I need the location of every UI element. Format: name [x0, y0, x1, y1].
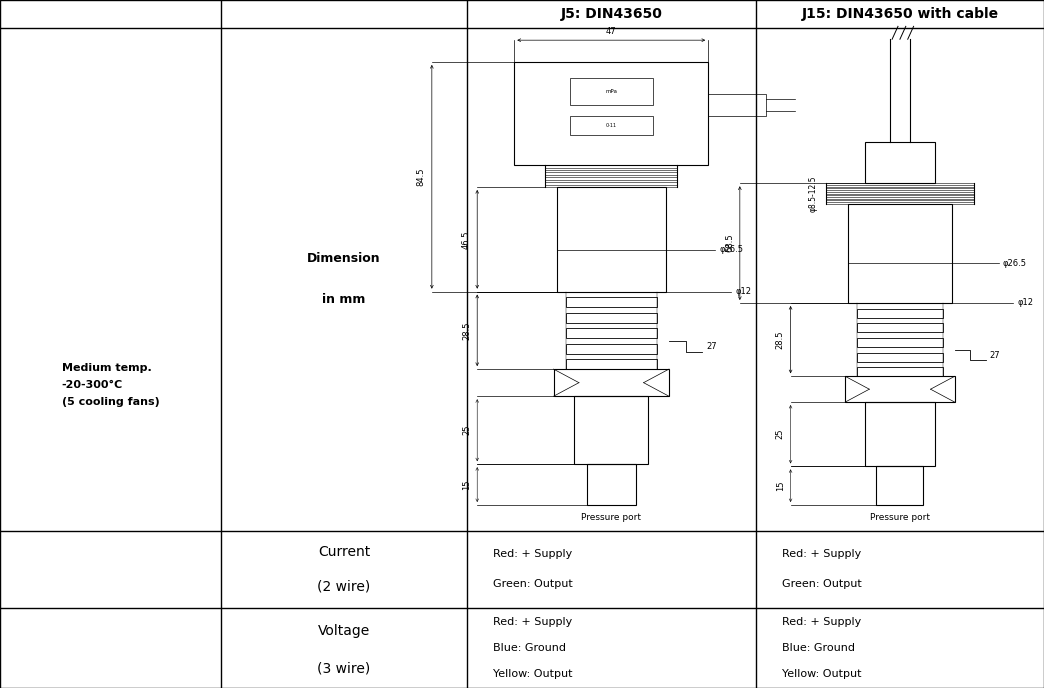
Text: in mm: in mm — [323, 294, 365, 306]
Bar — [566, 359, 657, 369]
Text: Green: Output: Green: Output — [782, 579, 861, 590]
Bar — [574, 396, 648, 464]
Bar — [857, 323, 943, 332]
Text: φ26.5: φ26.5 — [1002, 259, 1026, 268]
Bar — [857, 338, 943, 347]
Text: φ12: φ12 — [1017, 299, 1034, 308]
Text: mPa: mPa — [606, 89, 617, 94]
Text: 0-11: 0-11 — [606, 123, 617, 128]
Text: 47: 47 — [606, 27, 617, 36]
Bar — [566, 328, 657, 338]
Text: Pressure port: Pressure port — [870, 513, 930, 522]
Bar — [566, 344, 657, 354]
Bar — [566, 297, 657, 307]
Bar — [570, 116, 652, 136]
Text: 27: 27 — [706, 342, 717, 351]
Text: Red: + Supply: Red: + Supply — [782, 616, 861, 627]
Text: Medium temp.
-20-300°C
(5 cooling fans): Medium temp. -20-300°C (5 cooling fans) — [62, 363, 160, 407]
Text: 15: 15 — [462, 480, 471, 490]
Text: Current: Current — [317, 545, 371, 559]
Text: J5: DIN43650: J5: DIN43650 — [561, 7, 662, 21]
Text: Voltage: Voltage — [317, 623, 371, 638]
Text: Pressure port: Pressure port — [582, 513, 641, 522]
Bar — [587, 464, 636, 505]
Text: (2 wire): (2 wire) — [317, 579, 371, 594]
Bar — [864, 142, 935, 183]
Text: Blue: Ground: Blue: Ground — [782, 643, 855, 653]
Text: (3 wire): (3 wire) — [317, 661, 371, 676]
Text: 28.5: 28.5 — [462, 321, 471, 340]
Text: 25: 25 — [776, 429, 785, 440]
Bar — [857, 308, 943, 318]
Bar — [857, 352, 943, 362]
Text: φ26.5: φ26.5 — [719, 245, 743, 255]
Bar — [857, 367, 943, 376]
Bar — [553, 369, 669, 396]
Text: J15: DIN43650 with cable: J15: DIN43650 with cable — [802, 7, 998, 21]
Bar — [566, 313, 657, 323]
Text: Yellow: Output: Yellow: Output — [782, 669, 861, 679]
Bar — [864, 402, 935, 466]
Bar — [556, 187, 666, 292]
Text: 68.5: 68.5 — [725, 234, 734, 252]
Bar — [877, 466, 923, 505]
Text: 84.5: 84.5 — [417, 167, 426, 186]
Text: Red: + Supply: Red: + Supply — [493, 549, 572, 559]
Text: 28.5: 28.5 — [776, 330, 785, 349]
Text: 15: 15 — [776, 480, 785, 491]
Bar — [570, 78, 652, 105]
Text: 27: 27 — [990, 351, 1000, 360]
Text: Dimension: Dimension — [307, 252, 381, 265]
Text: 25: 25 — [462, 425, 471, 436]
Bar — [708, 94, 766, 116]
Text: 46.5: 46.5 — [462, 230, 471, 248]
Bar — [515, 62, 708, 165]
Bar — [846, 376, 954, 402]
Text: Yellow: Output: Yellow: Output — [493, 669, 572, 679]
Text: Red: + Supply: Red: + Supply — [493, 616, 572, 627]
Text: Blue: Ground: Blue: Ground — [493, 643, 566, 653]
Text: φ8.5-12.5: φ8.5-12.5 — [809, 175, 817, 212]
Bar — [848, 204, 952, 303]
Text: φ12: φ12 — [735, 287, 751, 296]
Text: Green: Output: Green: Output — [493, 579, 572, 590]
Text: Red: + Supply: Red: + Supply — [782, 549, 861, 559]
